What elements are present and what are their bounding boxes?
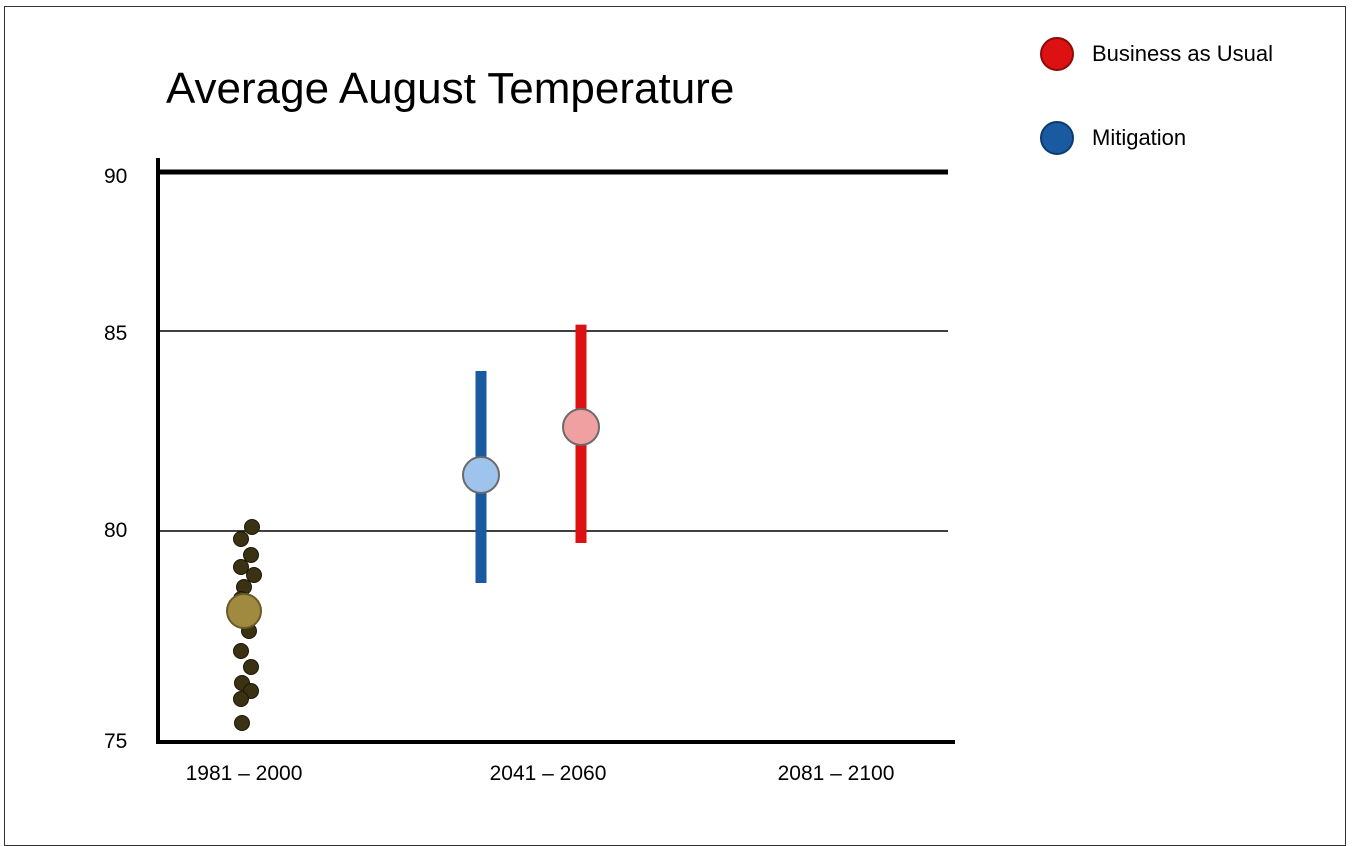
- legend-label-mitigation: Mitigation: [1092, 125, 1187, 150]
- y-tick-label-90: 90: [104, 165, 127, 188]
- observed-point: [233, 643, 249, 659]
- x-tick-label-2: 2081 – 2100: [778, 762, 895, 785]
- observed-point: [243, 547, 259, 563]
- y-tick-label-75: 75: [104, 730, 127, 753]
- legend-item-mitigation: Mitigation: [1040, 118, 1186, 158]
- observed-mean-point: [226, 593, 262, 629]
- observed-point: [233, 691, 249, 707]
- x-tick-label-0: 1981 – 2000: [186, 762, 303, 785]
- x-tick-label-1: 2041 – 2060: [490, 762, 607, 785]
- observed-point: [244, 519, 260, 535]
- chart-title: Average August Temperature: [166, 64, 735, 113]
- observed-point: [233, 531, 249, 547]
- observed-point: [243, 659, 259, 675]
- observed-point: [233, 559, 249, 575]
- chart-plot-area: 90 85 80 75 1981 – 2000 2041 – 2060 2081 – 210…: [104, 158, 955, 785]
- observed-point: [234, 715, 250, 731]
- legend-red-dot-icon: [1040, 37, 1074, 71]
- y-tick-label-85: 85: [104, 322, 127, 345]
- mean-point-business-as-usual: [562, 408, 600, 446]
- legend-item-business-as-usual: Business as Usual: [1040, 34, 1273, 74]
- legend-label-business-as-usual: Business as Usual: [1092, 41, 1273, 66]
- legend-blue-dot-icon: [1040, 121, 1074, 155]
- mean-point-mitigation: [462, 456, 500, 494]
- y-tick-label-80: 80: [104, 519, 127, 542]
- observed-point: [246, 567, 262, 583]
